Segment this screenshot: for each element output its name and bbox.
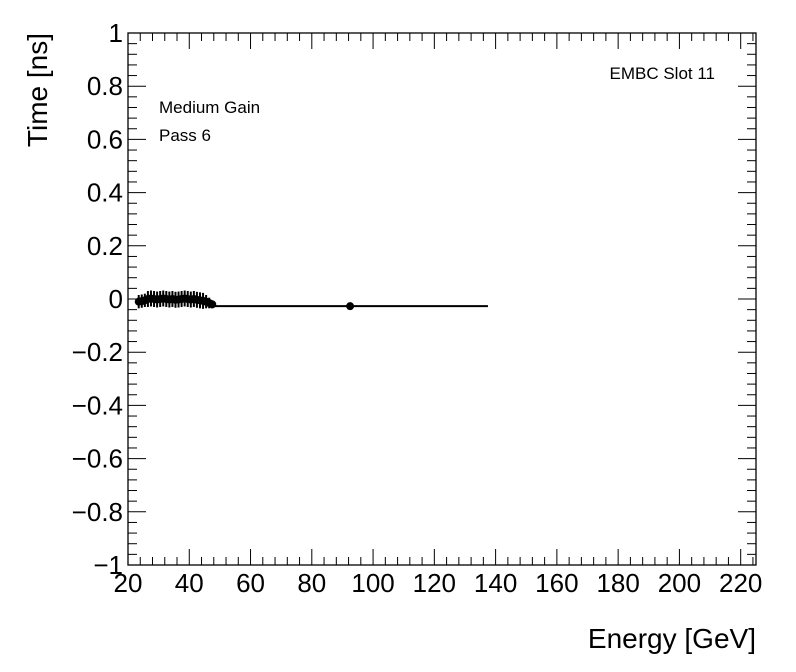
x-tick-label: 180 [596,568,639,598]
y-tick-label: −0.6 [72,444,123,474]
x-tick-label: 200 [658,568,701,598]
data-points [134,290,488,311]
data-point [212,302,488,311]
axis-ticks [127,32,756,566]
point-marker [346,302,355,311]
y-tick-label: 0.2 [87,231,123,261]
y-tick-label: −1 [93,550,123,580]
x-tick-label: 120 [413,568,456,598]
x-tick-label: 40 [175,568,204,598]
x-tick-label: 20 [114,568,143,598]
x-axis-title: Energy [GeV] [588,623,756,654]
x-tick-label: 160 [535,568,578,598]
annotation-pass: Pass 6 [159,126,211,145]
y-tick-label: 0.8 [87,71,123,101]
x-tick-label: 220 [719,568,762,598]
y-tick-label: 1 [109,18,123,48]
y-tick-label: 0.6 [87,124,123,154]
y-axis-title: Time [ns] [22,33,53,147]
x-tick-label: 100 [351,568,394,598]
annotation-gain: Medium Gain [159,98,260,117]
y-tick-label: 0 [109,284,123,314]
x-tick-labels: 20 40 60 80 100 120 140 160 180 200 220 [114,568,763,598]
y-tick-labels: −1 −0.8 −0.6 −0.4 −0.2 0 0.2 0.4 0.6 0.8 1 [72,18,123,580]
x-tick-label: 80 [297,568,326,598]
y-tick-label: −0.8 [72,497,123,527]
x-tick-label: 140 [474,568,517,598]
y-tick-label: −0.2 [72,337,123,367]
y-tick-label: 0.4 [87,178,123,208]
x-tick-label: 60 [236,568,265,598]
y-tick-label: −0.4 [72,390,123,420]
annotation-slot: EMBC Slot 11 [609,64,715,83]
